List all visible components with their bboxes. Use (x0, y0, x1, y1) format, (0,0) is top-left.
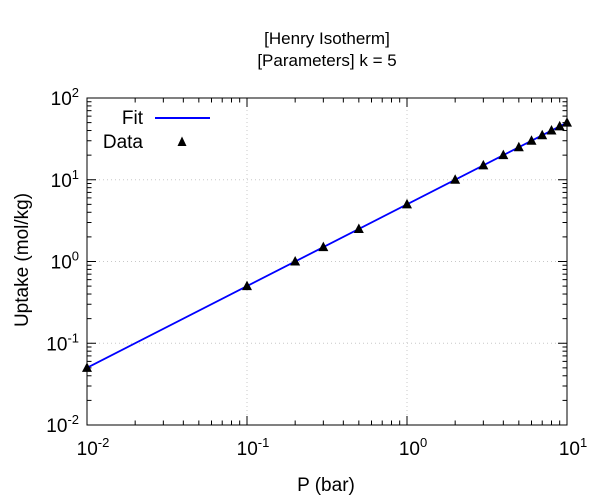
x-tick-label: 10-1 (237, 435, 270, 460)
legend: Fit Data (103, 108, 210, 153)
data-point (498, 149, 509, 160)
y-tick-label: 101 (51, 167, 79, 192)
x-tick-label: 101 (559, 435, 587, 460)
y-tick-label: 100 (51, 249, 79, 274)
data-point (478, 159, 489, 170)
data-point (402, 198, 412, 209)
plot-frame (86, 97, 568, 426)
chart-title-line-2: [Parameters] k = 5 (257, 51, 396, 70)
y-tick-label: 10-1 (46, 330, 79, 355)
data-point (537, 129, 548, 140)
data-point (290, 256, 301, 266)
legend-label-data: Data (103, 132, 144, 153)
data-point (546, 125, 557, 135)
x-tick-label: 100 (399, 435, 427, 460)
y-tick-label: 102 (51, 85, 79, 110)
legend-label-fit: Fit (122, 108, 144, 129)
data-point (554, 120, 565, 131)
data-point (450, 174, 461, 184)
x-tick-label: 10-2 (77, 435, 110, 460)
x-axis-label: P (bar) (297, 475, 355, 496)
data-point (318, 241, 329, 252)
chart-title-line-1: [Henry Isotherm] (264, 29, 390, 48)
legend-marker-data (177, 136, 187, 146)
data-point (353, 223, 364, 233)
y-tick-label: 10-2 (46, 412, 79, 437)
data-point (242, 280, 252, 291)
y-axis-label: Uptake (mol/kg) (12, 193, 33, 327)
data-point (526, 135, 537, 145)
tick-labels: 10-2 10-1 100 101 10-2 10-1 100 101 102 (46, 85, 587, 460)
fit-line (86, 121, 568, 369)
data-point (513, 141, 524, 152)
